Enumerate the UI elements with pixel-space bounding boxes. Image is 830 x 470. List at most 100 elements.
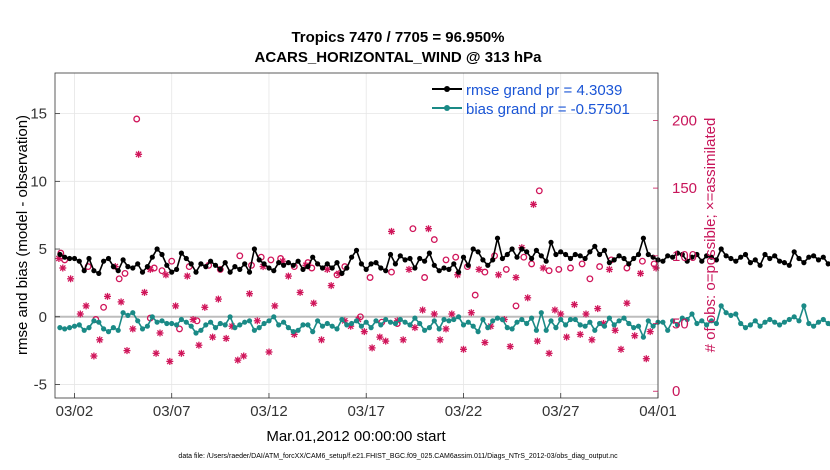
rmse-point: [704, 253, 710, 259]
bias-point: [91, 318, 97, 324]
assimilated-marker-stroke: [431, 310, 438, 318]
rmse-point: [139, 269, 146, 275]
bias-point: [801, 303, 807, 309]
possible-obs-marker: [578, 260, 586, 268]
possible-obs-marker: [520, 253, 528, 261]
rmse-point: [529, 255, 535, 262]
assimilated-obs-marker: [646, 328, 654, 336]
bias-point: [757, 323, 763, 329]
assimilated-obs-marker: [177, 349, 185, 357]
assimilated-obs-marker: [234, 356, 242, 364]
bias-point: [392, 320, 398, 327]
bias-point: [120, 310, 126, 316]
rmse-point: [460, 254, 467, 260]
rmse-point: [670, 254, 676, 260]
assimilated-marker-stroke: [195, 342, 202, 349]
bias-point: [616, 318, 622, 324]
rmse-point: [747, 260, 754, 266]
rmse-point: [558, 249, 564, 255]
bias-point: [718, 303, 724, 309]
assimilated-marker-stroke: [297, 289, 304, 296]
rmse-point: [358, 261, 364, 267]
rmse-point: [344, 265, 350, 271]
bias-point: [747, 322, 754, 328]
bias-line: [59, 305, 830, 338]
rmse-point: [509, 246, 515, 252]
assimilated-obs-marker: [539, 264, 547, 272]
assimilated-marker-stroke: [240, 352, 247, 360]
rmse-point: [212, 262, 219, 268]
assimilated-marker-stroke: [153, 350, 160, 357]
assimilated-obs-marker: [442, 325, 450, 333]
assimilated-obs-marker: [524, 294, 532, 302]
assimilated-obs-marker: [152, 349, 160, 357]
rmse-point: [67, 255, 73, 262]
rmse-point: [392, 261, 398, 267]
rmse-point: [689, 254, 695, 260]
assimilated-obs-marker: [425, 225, 432, 233]
assimilated-marker-stroke: [162, 271, 169, 278]
possible-obs-marker: [430, 236, 438, 244]
bias-point: [227, 314, 233, 320]
bias-point: [422, 327, 428, 333]
bias-point: [699, 318, 705, 324]
rmse-point: [543, 258, 549, 264]
bias-point: [290, 329, 296, 335]
rmse-point: [577, 253, 583, 259]
rmse-point: [815, 257, 822, 263]
bias-point: [246, 318, 253, 324]
rmse-point: [791, 249, 797, 255]
rmse-point: [319, 265, 326, 271]
assimilated-marker-stroke: [468, 309, 475, 316]
assimilated-obs-marker: [368, 344, 376, 352]
rmse-point: [777, 258, 783, 264]
rmse-point: [76, 258, 82, 264]
assimilated-obs-marker: [67, 275, 75, 283]
bias-point: [480, 316, 486, 323]
rmse-point: [426, 250, 432, 256]
assimilated-obs-marker: [436, 336, 444, 344]
assimilated-marker-stroke: [369, 344, 376, 351]
rmse-point: [781, 260, 788, 266]
rmse-point: [757, 262, 763, 268]
rmse-point: [290, 262, 296, 268]
bias-point: [524, 320, 530, 327]
assimilated-obs-marker: [310, 299, 318, 307]
rmse-point: [582, 255, 588, 262]
possible-obs-marker: [481, 268, 489, 276]
rmse-point: [295, 258, 301, 264]
bias-point: [538, 310, 544, 316]
bias-point: [266, 318, 272, 324]
rmse-point: [86, 255, 92, 262]
y-right-tick-label: 0: [672, 383, 680, 400]
bias-point: [417, 320, 423, 327]
assimilated-marker-stroke: [123, 347, 131, 354]
rmse-point: [266, 265, 272, 271]
assimilated-marker-stroke: [83, 302, 90, 309]
assimilated-marker-stroke: [172, 302, 179, 309]
assimilated-obs-marker: [214, 295, 222, 303]
rmse-point: [242, 261, 248, 267]
rmse-point: [621, 255, 627, 262]
rmse-point: [57, 251, 63, 258]
assimilated-obs-marker: [209, 333, 217, 341]
possible-obs-marker: [176, 325, 183, 333]
assimilated-marker-stroke: [246, 290, 253, 297]
bias-point: [285, 325, 291, 331]
legend: rmse grand pr = 4.3039 bias grand pr = -…: [432, 82, 630, 118]
rmse-point: [208, 258, 214, 264]
bias-point: [188, 323, 194, 329]
assimilated-marker-stroke: [419, 306, 426, 314]
assimilated-obs-marker: [327, 282, 335, 290]
bias-point: [237, 322, 243, 328]
bias-point: [558, 316, 564, 323]
rmse-point: [694, 251, 700, 258]
rmse-point: [271, 268, 277, 274]
x-tick-label: 03/17: [347, 403, 385, 420]
bias-point: [601, 323, 608, 329]
assimilated-obs-marker: [222, 334, 230, 342]
bias-point: [402, 319, 408, 325]
possible-obs-marker: [471, 291, 479, 299]
rmse-point: [660, 258, 666, 264]
assimilated-obs-marker: [530, 200, 537, 208]
